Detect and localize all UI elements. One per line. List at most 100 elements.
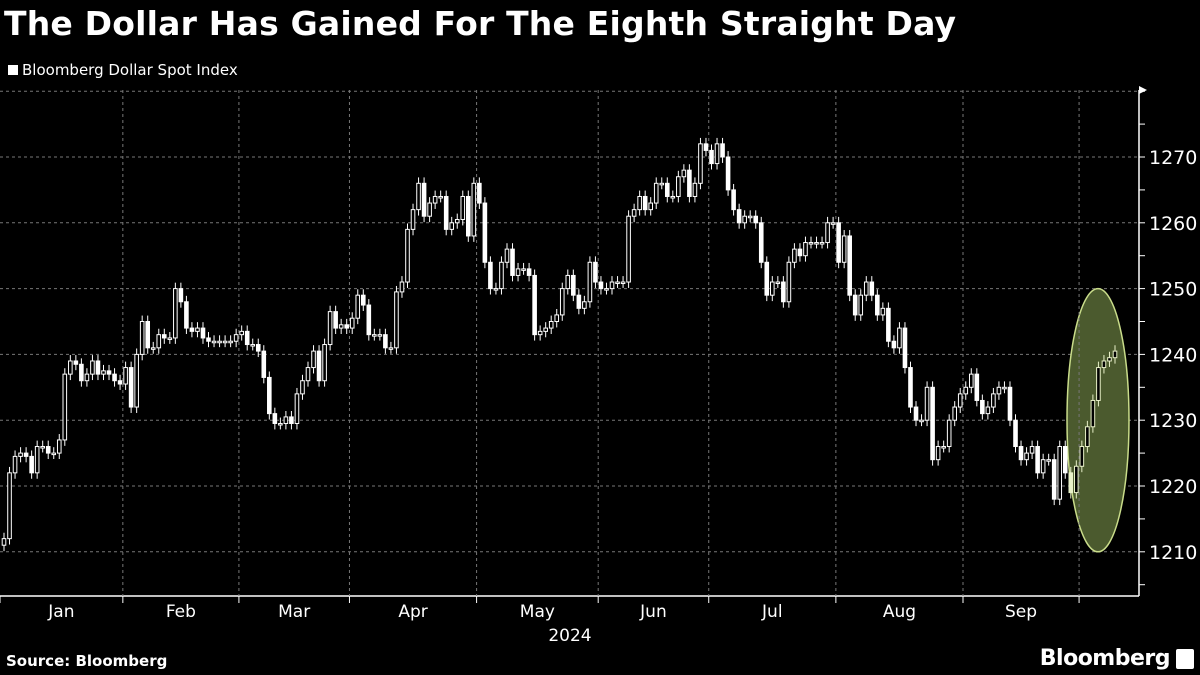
candle-body [316, 350, 322, 382]
candle-body [1068, 472, 1074, 494]
candle-body [1, 538, 7, 546]
candle-body [747, 215, 753, 219]
x-tick-label: Feb [166, 602, 196, 622]
candle-body [620, 281, 626, 285]
candle-body [863, 281, 869, 296]
candle-body [830, 222, 836, 225]
candle-body [1046, 459, 1051, 462]
candle-body [372, 334, 377, 337]
candle-body [56, 439, 62, 454]
candle-body [156, 334, 162, 349]
candle-body [819, 242, 825, 245]
candle-body [781, 281, 786, 303]
candle-body [676, 176, 681, 197]
x-tick-label: Apr [398, 602, 427, 622]
x-tick-label: May [520, 602, 555, 622]
candle-body [786, 261, 792, 303]
candle-body [731, 189, 736, 211]
candle-body [587, 261, 593, 303]
candle-body [913, 406, 919, 421]
candle-body [515, 268, 521, 276]
legend-label: Bloomberg Dollar Spot Index [22, 61, 238, 79]
candle-body [117, 380, 123, 385]
logo-text: Bloomberg [1039, 646, 1171, 671]
candle-body [189, 327, 195, 332]
candle-body [101, 370, 106, 375]
candle-body [875, 294, 880, 316]
candle-body [222, 340, 228, 344]
candle-body [758, 222, 764, 263]
candle-body [195, 327, 200, 332]
candle-body [548, 321, 554, 329]
candle-body [504, 248, 510, 263]
candle-body [1013, 419, 1018, 448]
candle-body [687, 169, 692, 197]
candle-body [941, 446, 946, 449]
y-tick-label: 1260 [1149, 213, 1197, 235]
candle-body [609, 281, 615, 290]
legend-swatch [8, 65, 18, 75]
candle-body [543, 327, 548, 332]
candle-body [1090, 399, 1096, 428]
candle-body [648, 202, 654, 211]
candle-body [841, 235, 847, 263]
candle-body [355, 294, 361, 319]
candle-body [897, 327, 902, 349]
candle-body [388, 347, 394, 350]
candle-body [244, 330, 250, 346]
candle-body [112, 373, 117, 382]
candle-body [919, 419, 924, 423]
candle-body [880, 307, 886, 316]
candle-body [681, 169, 687, 178]
candle-body [454, 219, 460, 224]
candle-body [537, 330, 543, 336]
candle-body [996, 386, 1002, 395]
candle-body [963, 386, 969, 395]
bloomberg-logo: Bloomberg [1040, 646, 1194, 671]
candle-body [150, 347, 156, 350]
candle-body [360, 294, 366, 306]
candle-body [698, 143, 703, 184]
bloomberg-chart-icon [1176, 648, 1194, 669]
candle-body [272, 413, 278, 424]
candle-body [255, 344, 261, 352]
candle-body [626, 215, 631, 283]
candle-body [300, 380, 305, 395]
candle-body [289, 416, 294, 424]
candle-body [902, 327, 908, 369]
candle-body [7, 472, 12, 540]
candle-body [1079, 446, 1085, 467]
candle-body [460, 195, 466, 221]
candle-body [886, 307, 891, 342]
candle-body [233, 334, 239, 342]
candle-body [930, 386, 935, 461]
candle-body [12, 455, 18, 474]
candle-body [836, 222, 841, 263]
candle-body [1051, 459, 1057, 500]
candle-body [1057, 446, 1063, 500]
candle-body [1085, 426, 1090, 448]
candle-body [703, 143, 709, 151]
y-tick-label: 1270 [1149, 147, 1197, 169]
candle-body [278, 422, 283, 426]
candle-body [1107, 357, 1112, 362]
candle-body [399, 281, 405, 293]
candle-body [394, 291, 399, 349]
candle-body [34, 446, 40, 474]
candle-body [653, 182, 659, 204]
candle-body [1101, 360, 1107, 369]
candle-body [814, 242, 819, 245]
candle-body [167, 337, 173, 340]
candle-body [443, 195, 449, 230]
y-tick-label: 1230 [1149, 410, 1197, 432]
candle-body [637, 195, 642, 211]
candle-body [598, 281, 604, 290]
candle-body [311, 350, 316, 369]
candle-body [803, 242, 808, 257]
candle-body [405, 228, 410, 283]
candle-body [968, 373, 974, 388]
candle-body [559, 288, 565, 316]
x-tick-label: Jan [47, 602, 74, 622]
candle-body [642, 195, 648, 211]
candle-body [631, 209, 637, 217]
